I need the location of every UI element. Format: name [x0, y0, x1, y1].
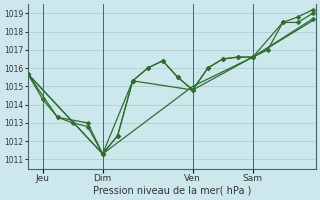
X-axis label: Pression niveau de la mer( hPa ): Pression niveau de la mer( hPa ) — [92, 186, 251, 196]
